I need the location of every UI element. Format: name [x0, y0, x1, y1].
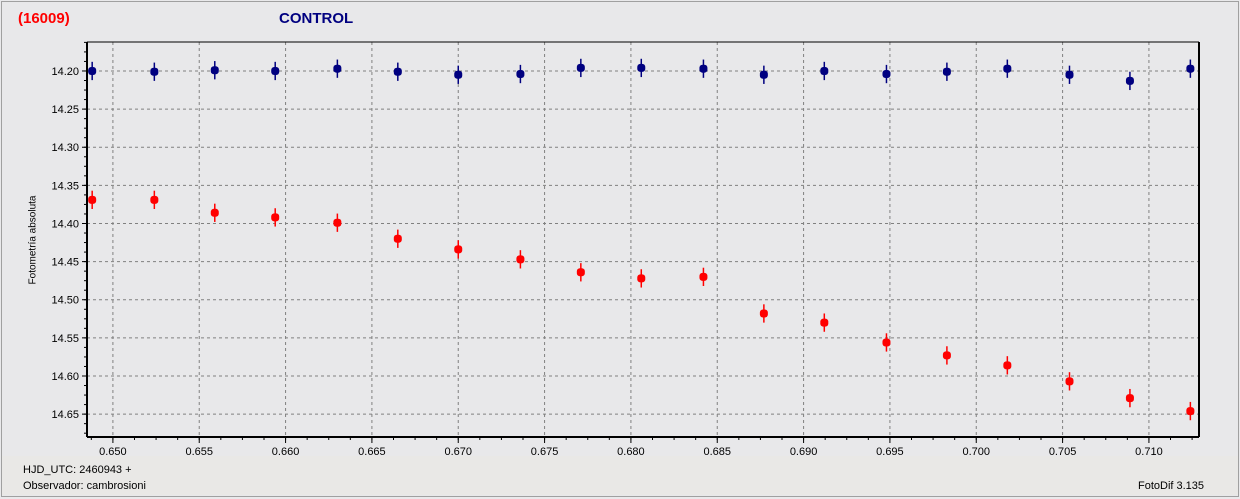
control-point [576, 63, 585, 72]
x-tick-label: 0.650 [99, 446, 127, 458]
y-tick-label: 14.55 [51, 333, 79, 345]
target-point [454, 245, 463, 254]
target-point [637, 274, 646, 283]
y-tick-label: 14.60 [51, 371, 79, 383]
target-point [699, 272, 708, 281]
x-tick-label: 0.695 [876, 446, 904, 458]
x-tick-label: 0.700 [962, 446, 990, 458]
target-point [942, 351, 951, 360]
chart-title: CONTROL [279, 10, 354, 27]
control-point [516, 70, 525, 79]
control-point [210, 66, 219, 75]
target-point [210, 208, 219, 217]
x-tick-label: 0.710 [1135, 446, 1163, 458]
control-point [1186, 64, 1195, 73]
control-point [1003, 64, 1012, 73]
y-tick-label: 14.40 [51, 218, 79, 230]
y-tick-label: 14.65 [51, 409, 79, 421]
target-point [150, 195, 159, 204]
hjd-label: HJD_UTC: 2460943 + [23, 464, 132, 476]
y-tick-label: 14.35 [51, 180, 79, 192]
control-point [759, 70, 768, 79]
control-point [333, 64, 342, 73]
observer-label: Observador: cambrosioni [23, 480, 146, 492]
y-tick-label: 14.45 [51, 257, 79, 269]
target-point [576, 268, 585, 277]
control-point [820, 66, 829, 75]
target-point [333, 218, 342, 227]
target-point [1003, 361, 1012, 370]
target-point [393, 234, 402, 243]
target-point [820, 318, 829, 327]
control-point [271, 66, 280, 75]
target-point [516, 255, 525, 264]
x-tick-label: 0.685 [703, 446, 731, 458]
target-point [759, 309, 768, 318]
target-point [1065, 377, 1074, 386]
control-point [1125, 76, 1134, 85]
target-point [882, 338, 891, 347]
target-point [271, 213, 280, 222]
target-point [88, 195, 97, 204]
control-point [882, 70, 891, 79]
x-tick-label: 0.660 [272, 446, 300, 458]
target-point [1125, 394, 1134, 403]
x-tick-label: 0.675 [531, 446, 559, 458]
x-tick-label: 0.670 [444, 446, 472, 458]
control-point [150, 67, 159, 76]
control-point [393, 67, 402, 76]
target-point [1186, 407, 1195, 416]
x-tick-label: 0.680 [617, 446, 645, 458]
y-tick-label: 14.50 [51, 295, 79, 307]
y-tick-label: 14.25 [51, 104, 79, 116]
version-label: FotoDif 3.135 [1138, 480, 1205, 492]
x-tick-label: 0.705 [1049, 446, 1077, 458]
control-point [699, 64, 708, 73]
footer-area [2, 456, 1238, 495]
control-point [88, 66, 97, 75]
y-tick-label: 14.30 [51, 142, 79, 154]
x-tick-label: 0.655 [185, 446, 213, 458]
control-point [1065, 70, 1074, 79]
x-tick-label: 0.690 [790, 446, 818, 458]
control-point [637, 63, 646, 72]
control-point [942, 67, 951, 76]
x-tick-label: 0.665 [358, 446, 386, 458]
control-point [454, 70, 463, 79]
object-code: (16009) [18, 10, 70, 27]
y-tick-label: 14.20 [51, 66, 79, 78]
